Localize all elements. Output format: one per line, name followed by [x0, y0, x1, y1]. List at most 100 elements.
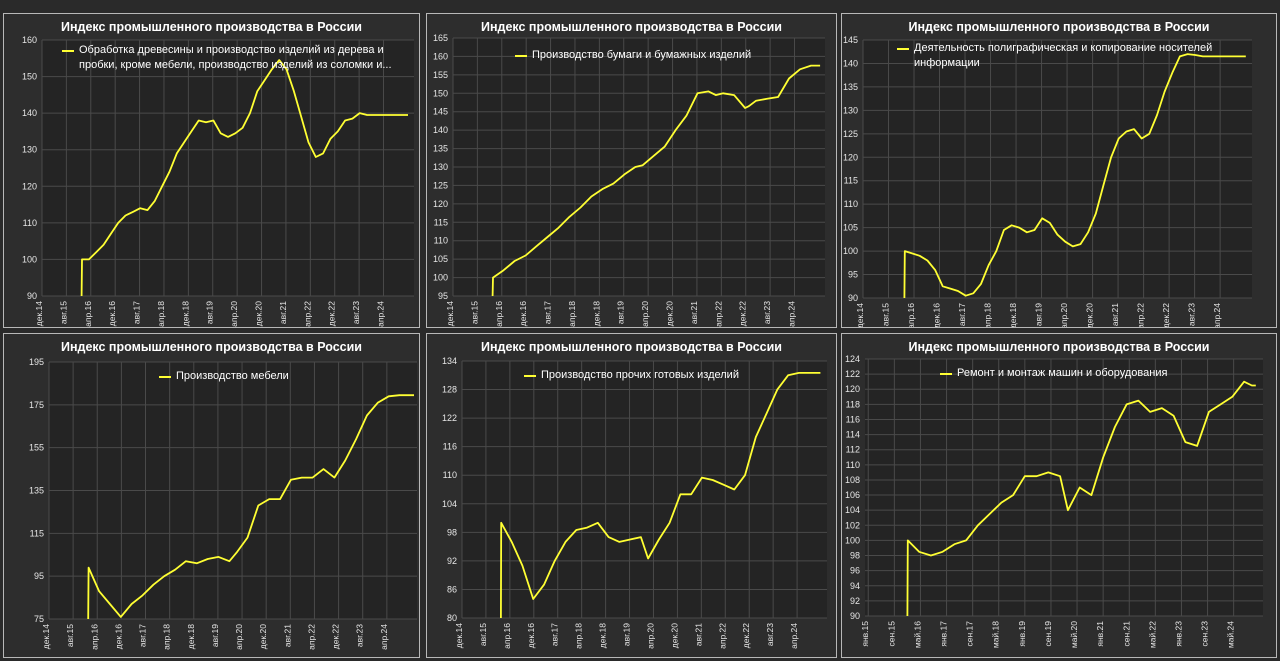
x-tick-label: янв.21: [1095, 621, 1105, 647]
x-tick-label: апр.18: [156, 301, 166, 327]
chart-svg: 75 95 115 135 155 175 195 дек.14 авг.15 апр.16 дек…: [29, 357, 417, 650]
x-tick-label: авг.17: [543, 301, 553, 324]
x-tick-label: авг.17: [132, 301, 142, 324]
y-tick-label: 120: [433, 199, 448, 209]
y-tick-label: 106: [845, 490, 860, 500]
chart-title: Индекс промышленного производства в Росс…: [908, 20, 1210, 34]
plot-area: [42, 40, 414, 296]
y-tick-label: 140: [22, 108, 37, 118]
y-tick-label: 98: [850, 551, 860, 561]
x-tick-label: авг.21: [693, 623, 703, 646]
x-tick-label: апр.24: [379, 624, 389, 650]
x-tick-label: апр.18: [567, 301, 577, 327]
y-tick-label: 115: [434, 217, 448, 227]
y-tick-label: 120: [843, 152, 858, 162]
legend: Деятельность полиграфическая и копирован…: [897, 41, 1227, 71]
x-tick-label: апр.22: [713, 301, 723, 327]
y-tick-label: 160: [22, 35, 37, 45]
legend-label: Деятельность полиграфическая и копирован…: [914, 42, 1213, 54]
x-tick-label: апр.20: [229, 301, 239, 327]
y-tick-label: 120: [845, 384, 860, 394]
legend-label: Производство бумаги и бумажных изделий: [532, 49, 752, 61]
x-tick-label: апр.18: [983, 303, 993, 327]
y-tick-label: 112: [846, 445, 860, 455]
chart-title: Индекс промышленного производства в Росс…: [61, 20, 362, 34]
y-tick-label: 125: [433, 180, 448, 190]
y-tick-label: 105: [433, 254, 448, 264]
y-tick-label: 115: [844, 176, 858, 186]
y-tick-label: 100: [433, 273, 448, 283]
legend: Ремонт и монтаж машин и оборудования: [940, 366, 1240, 381]
y-tick-label: 145: [433, 107, 448, 117]
y-tick-label: 122: [845, 369, 860, 379]
x-tick-label: сен.21: [1121, 621, 1131, 647]
series-line: [906, 380, 1256, 617]
y-tick-label: 110: [846, 460, 860, 470]
x-tick-label: сен.19: [1043, 621, 1053, 647]
chart-svg: 90 92 94 96 98 100 102 104 106 108 110 112 114 116 118…: [845, 354, 1263, 648]
x-tick-label: авг.19: [622, 623, 632, 646]
x-tick-label: авг.19: [1034, 303, 1044, 326]
x-tick-label: сен.17: [965, 621, 975, 647]
y-tick-label: 145: [843, 35, 858, 45]
y-tick-label: 116: [846, 414, 860, 424]
x-tick-label: апр.16: [83, 301, 93, 327]
x-tick-label: дек.14: [34, 301, 44, 326]
x-tick-label: апр.20: [234, 624, 244, 650]
y-tick-label: 130: [843, 105, 858, 115]
y-tick-label: 125: [843, 129, 858, 139]
legend-label: Производство прочих готовых изделий: [541, 369, 739, 381]
chart-title: Индекс промышленного производства в Росс…: [61, 340, 362, 354]
x-tick-label: апр.16: [906, 303, 916, 327]
x-tick-label: дек.18: [598, 623, 608, 648]
x-tick-label: май.20: [1069, 621, 1079, 648]
x-tick-label: май.22: [1147, 621, 1157, 648]
plot-area: [865, 359, 1263, 616]
x-tick-label: дек.22: [741, 623, 751, 648]
x-tick-label: авг.23: [355, 624, 365, 647]
y-tick-label: 150: [22, 72, 37, 82]
x-tick-label: апр.22: [302, 301, 312, 327]
x-tick-label: дек.18: [591, 301, 601, 326]
x-tick-label: дек.18: [180, 301, 190, 326]
y-tick-label: 110: [434, 236, 448, 246]
y-tick-label: 95: [438, 291, 448, 301]
x-tick-label: авг.23: [1187, 303, 1197, 326]
y-tick-label: 140: [843, 58, 858, 68]
x-tick-label: апр.18: [162, 624, 172, 650]
x-tick-label: дек.20: [665, 301, 675, 326]
y-tick-label: 195: [29, 357, 44, 367]
y-tick-label: 105: [843, 223, 858, 233]
x-tick-label: май.18: [991, 621, 1001, 648]
series-line: [87, 394, 414, 620]
x-tick-label: авг.15: [65, 624, 75, 647]
x-tick-label: дек.22: [1161, 303, 1171, 327]
x-tick-label: дек.14: [454, 623, 464, 648]
x-tick-label: май.16: [912, 621, 922, 648]
x-tick-label: апр.20: [640, 301, 650, 327]
y-tick-label: 124: [845, 354, 860, 364]
y-tick-label: 90: [27, 291, 37, 301]
x-tick-label: апр.22: [306, 624, 316, 650]
x-tick-label: май.24: [1226, 621, 1236, 648]
chart-title: Индекс промышленного производства в Росс…: [481, 340, 782, 354]
x-tick-label: апр.16: [502, 623, 512, 649]
x-tick-label: авг.15: [58, 301, 68, 324]
legend-swatch: [159, 376, 171, 378]
x-tick-label: дек.20: [669, 623, 679, 648]
x-tick-label: дек.16: [107, 301, 117, 326]
x-tick-label: дек.20: [258, 624, 268, 649]
y-tick-label: 175: [29, 400, 44, 410]
x-tick-label: авг.19: [210, 624, 220, 647]
y-tick-label: 104: [845, 505, 860, 515]
legend-swatch: [897, 48, 909, 50]
x-tick-label: дек.14: [41, 624, 51, 649]
x-tick-label: апр.24: [787, 301, 797, 327]
chart-panel-furniture: Индекс промышленного производства в Росс…: [3, 333, 420, 658]
chart-panel-wood: Индекс промышленного производства в Росс…: [3, 13, 420, 328]
x-tick-label: дек.16: [526, 623, 536, 648]
x-tick-label: авг.21: [1110, 303, 1120, 326]
y-tick-label: 114: [846, 430, 860, 440]
chart-svg: 90 95 100 105 110 115 120 125 130 135 140 145 дек.14…: [843, 35, 1252, 327]
series-line: [491, 64, 821, 297]
